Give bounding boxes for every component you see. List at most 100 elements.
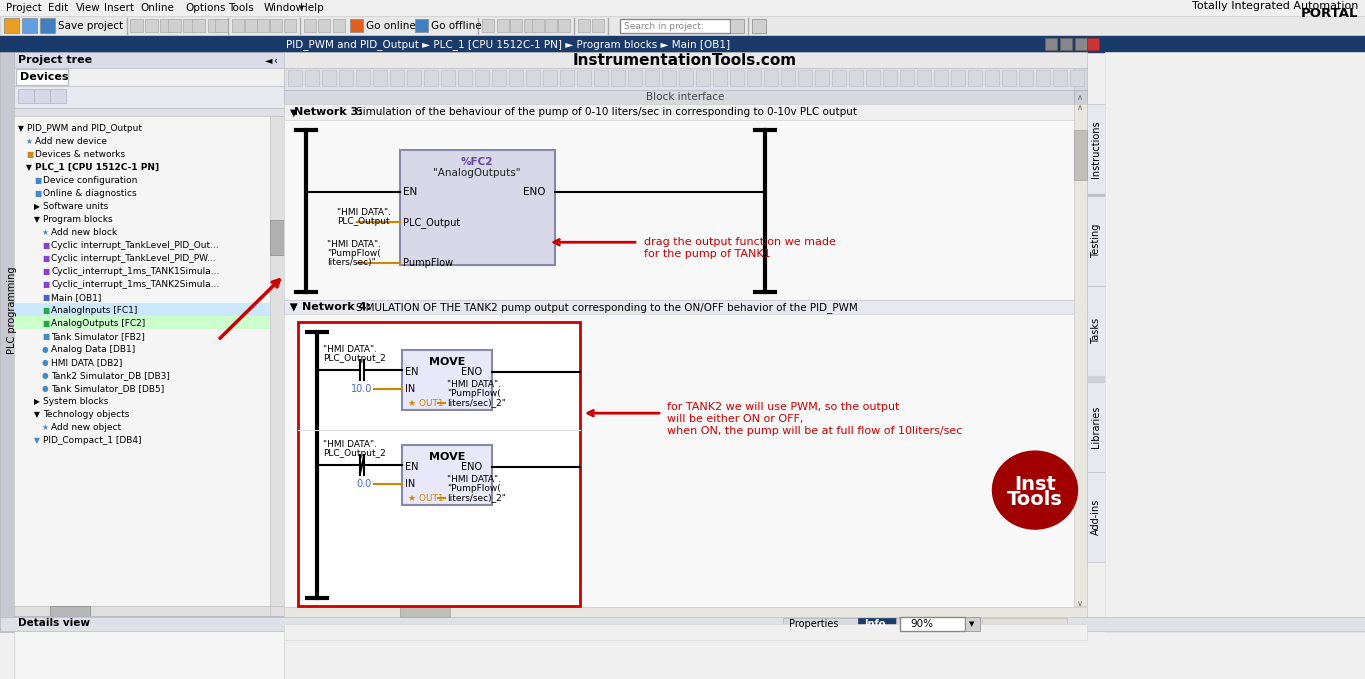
Text: Instructions: Instructions bbox=[1091, 120, 1102, 178]
Text: PID_PWM and PID_Output: PID_PWM and PID_Output bbox=[27, 124, 142, 133]
Bar bbox=[1087, 382, 1106, 472]
Bar bbox=[425, 71, 438, 86]
Text: "HMI DATA".: "HMI DATA". bbox=[324, 440, 377, 449]
Bar bbox=[270, 606, 284, 616]
Bar bbox=[612, 71, 625, 86]
Bar bbox=[298, 323, 580, 606]
Text: Options: Options bbox=[186, 3, 225, 14]
Bar bbox=[284, 314, 1087, 624]
Bar bbox=[1087, 194, 1106, 196]
Text: ▼: ▼ bbox=[18, 124, 23, 133]
Bar bbox=[1061, 38, 1072, 50]
Bar bbox=[1087, 287, 1106, 376]
Bar bbox=[407, 71, 420, 86]
Bar bbox=[318, 20, 330, 33]
Text: Program blocks: Program blocks bbox=[44, 215, 113, 224]
Bar bbox=[400, 607, 450, 617]
Bar bbox=[51, 90, 66, 103]
Text: ▼: ▼ bbox=[289, 107, 298, 117]
Bar bbox=[284, 90, 1074, 105]
Text: ∧: ∧ bbox=[1077, 93, 1082, 102]
Bar bbox=[1074, 90, 1087, 105]
Text: Tools: Tools bbox=[228, 3, 254, 14]
Text: Project: Project bbox=[5, 3, 42, 14]
Bar bbox=[160, 20, 173, 33]
Bar bbox=[14, 316, 270, 329]
Text: Devices & networks: Devices & networks bbox=[35, 150, 126, 159]
Bar bbox=[526, 71, 541, 86]
Text: Save project: Save project bbox=[57, 21, 123, 31]
Bar bbox=[577, 71, 591, 86]
Text: Device configuration: Device configuration bbox=[44, 176, 138, 185]
Bar bbox=[509, 71, 523, 86]
Text: %FC2: %FC2 bbox=[461, 158, 493, 167]
Text: Analog Data [DB1]: Analog Data [DB1] bbox=[51, 345, 135, 354]
Bar bbox=[183, 20, 197, 33]
Text: liters/sec)": liters/sec)" bbox=[328, 258, 375, 268]
Text: Help: Help bbox=[300, 3, 324, 14]
Bar bbox=[390, 71, 404, 86]
Text: Cyclic_interrupt_1ms_TANK2Simula...: Cyclic_interrupt_1ms_TANK2Simula... bbox=[51, 280, 220, 289]
Bar bbox=[207, 20, 221, 33]
Bar bbox=[284, 607, 1087, 617]
Bar bbox=[917, 71, 931, 86]
Bar bbox=[895, 618, 971, 630]
Bar bbox=[14, 606, 272, 616]
Text: Details view: Details view bbox=[18, 618, 90, 628]
Text: Block interface: Block interface bbox=[646, 92, 725, 103]
Text: liters/sec)_2": liters/sec)_2" bbox=[446, 398, 506, 407]
Bar bbox=[968, 71, 981, 86]
Bar bbox=[1087, 196, 1106, 287]
Text: PORTAL: PORTAL bbox=[1301, 7, 1358, 20]
Text: Devices: Devices bbox=[20, 73, 68, 82]
Bar bbox=[986, 71, 999, 86]
Bar bbox=[1087, 472, 1106, 562]
Bar bbox=[284, 20, 296, 33]
Bar bbox=[1074, 69, 1087, 90]
Text: "PumpFlow(: "PumpFlow( bbox=[446, 484, 501, 493]
Text: IN: IN bbox=[405, 479, 415, 489]
Bar bbox=[304, 71, 319, 86]
Bar bbox=[491, 71, 506, 86]
Text: 90%: 90% bbox=[910, 619, 934, 629]
Bar bbox=[730, 20, 744, 33]
Text: Add-ins: Add-ins bbox=[1091, 499, 1102, 535]
Bar bbox=[594, 71, 607, 86]
Text: "HMI DATA".: "HMI DATA". bbox=[446, 475, 501, 484]
Text: ★: ★ bbox=[26, 136, 33, 146]
Bar bbox=[1002, 71, 1016, 86]
Text: "HMI DATA".: "HMI DATA". bbox=[328, 240, 381, 249]
Bar bbox=[14, 304, 270, 316]
Text: MOVE: MOVE bbox=[429, 452, 465, 462]
Bar bbox=[14, 109, 284, 116]
Bar bbox=[356, 71, 370, 86]
Text: ▼: ▼ bbox=[34, 215, 40, 224]
Bar bbox=[696, 71, 710, 86]
Bar bbox=[22, 18, 37, 33]
Text: "AnalogOutputs": "AnalogOutputs" bbox=[433, 168, 521, 179]
Bar bbox=[900, 617, 965, 631]
Bar bbox=[849, 71, 863, 86]
Text: InstrumentationTools.com: InstrumentationTools.com bbox=[573, 53, 797, 68]
Text: ●: ● bbox=[42, 345, 49, 354]
Bar bbox=[1106, 52, 1365, 632]
Text: Network 3:: Network 3: bbox=[293, 107, 363, 117]
Text: Tank Simulator [FB2]: Tank Simulator [FB2] bbox=[51, 332, 145, 341]
Bar bbox=[900, 71, 915, 86]
Bar bbox=[815, 71, 829, 86]
Text: for the pump of TANK1: for the pump of TANK1 bbox=[644, 249, 771, 259]
Text: AnalogInputs [FC1]: AnalogInputs [FC1] bbox=[51, 306, 138, 314]
Text: ▼: ▼ bbox=[34, 409, 40, 419]
Text: ■: ■ bbox=[42, 254, 49, 263]
Text: Network 4:: Network 4: bbox=[302, 302, 371, 312]
Bar bbox=[0, 617, 1365, 631]
Bar bbox=[0, 16, 1365, 37]
Text: Inst: Inst bbox=[1014, 475, 1057, 494]
Text: ■: ■ bbox=[34, 189, 41, 198]
Bar bbox=[577, 20, 590, 33]
Bar bbox=[130, 20, 143, 33]
Text: PLC_1 [CPU 1512C-1 PN]: PLC_1 [CPU 1512C-1 PN] bbox=[35, 163, 160, 172]
Bar bbox=[403, 445, 491, 505]
Text: ■: ■ bbox=[42, 332, 49, 341]
Bar bbox=[284, 52, 1087, 69]
